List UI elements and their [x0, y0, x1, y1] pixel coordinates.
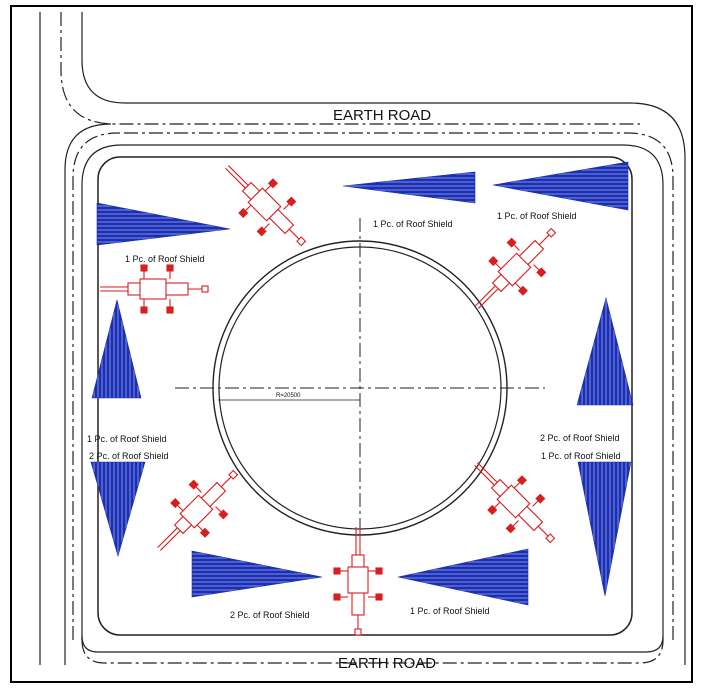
roof-shield-bottom-right	[397, 548, 529, 606]
crane-bottom-right	[474, 462, 556, 544]
crane-bottom-left	[157, 469, 239, 551]
road-label-top: EARTH ROAD	[333, 107, 431, 124]
roof-shield-left-lower	[90, 461, 146, 558]
shield-label-bottom-right: 1 Pc. of Roof Shield	[410, 606, 490, 616]
shield-label-left-upper: 1 Pc. of Roof Shield	[87, 434, 167, 444]
roof-shields	[90, 161, 634, 606]
shield-label-bottom-left: 2 Pc. of Roof Shield	[230, 610, 310, 620]
shield-label-right-upper: 2 Pc. of Roof Shield	[540, 433, 620, 443]
shield-label-right-lower: 1 Pc. of Roof Shield	[541, 451, 621, 461]
crane-left	[100, 264, 209, 314]
roof-shield-left-upper	[91, 299, 142, 399]
shield-label-top-right: 1 Pc. of Roof Shield	[497, 211, 577, 221]
crane-bottom	[333, 527, 383, 636]
road-label-bottom: EARTH ROAD	[338, 655, 436, 672]
roof-shield-top-left	[96, 202, 231, 246]
shield-label-top-left: 1 Pc. of Roof Shield	[125, 254, 205, 264]
crane-top-left	[225, 165, 307, 247]
crane-top-right	[475, 227, 557, 309]
shield-label-left-lower: 2 Pc. of Roof Shield	[89, 451, 169, 461]
drawing-frame	[10, 5, 693, 683]
roof-shield-top-center	[342, 171, 476, 204]
shield-label-top-center: 1 Pc. of Roof Shield	[373, 219, 453, 229]
roof-shield-right-lower	[577, 461, 632, 597]
earth-road	[39, 12, 686, 665]
roof-shield-bottom-left	[191, 550, 323, 598]
roof-shield-top-right	[492, 161, 629, 211]
roof-shield-right-upper	[576, 296, 634, 406]
radius-label: R=20500	[276, 393, 301, 399]
cranes	[100, 165, 557, 636]
